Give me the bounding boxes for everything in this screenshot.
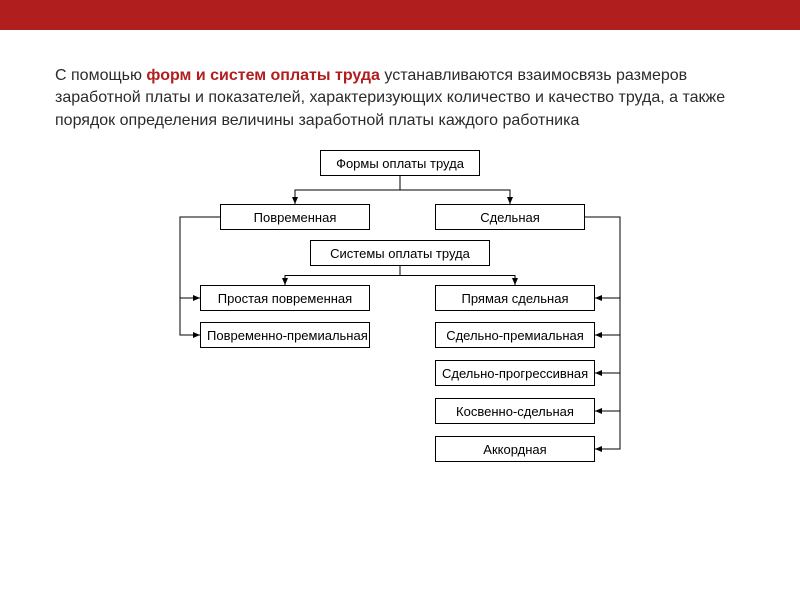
node-systems: Системы оплаты труда xyxy=(310,240,490,266)
node-rightA: Прямая сдельная xyxy=(435,285,595,311)
node-leftB: Повременно-премиальная xyxy=(200,322,370,348)
connector xyxy=(585,217,620,335)
node-right1: Сдельная xyxy=(435,204,585,230)
connector xyxy=(180,217,220,335)
connector xyxy=(400,176,510,204)
connector xyxy=(285,266,400,285)
connector xyxy=(400,266,515,285)
intro-highlight: форм и систем оплаты труда xyxy=(146,67,380,84)
node-rightE: Аккордная xyxy=(435,436,595,462)
node-rightD: Косвенно-сдельная xyxy=(435,398,595,424)
connector xyxy=(295,176,400,204)
connector-layer xyxy=(0,150,800,550)
node-rightC: Сдельно-прогрессивная xyxy=(435,360,595,386)
node-root: Формы оплаты труда xyxy=(320,150,480,176)
header-bar xyxy=(0,0,800,30)
flowchart: Формы оплаты труда Повременная Сдельная Сис… xyxy=(0,150,800,550)
node-rightB: Сдельно-премиальная xyxy=(435,322,595,348)
node-left1: Повременная xyxy=(220,204,370,230)
intro-prefix: С помощью xyxy=(55,67,146,84)
node-leftA: Простая повременная xyxy=(200,285,370,311)
intro-paragraph: С помощью форм и систем оплаты труда уст… xyxy=(0,30,800,150)
